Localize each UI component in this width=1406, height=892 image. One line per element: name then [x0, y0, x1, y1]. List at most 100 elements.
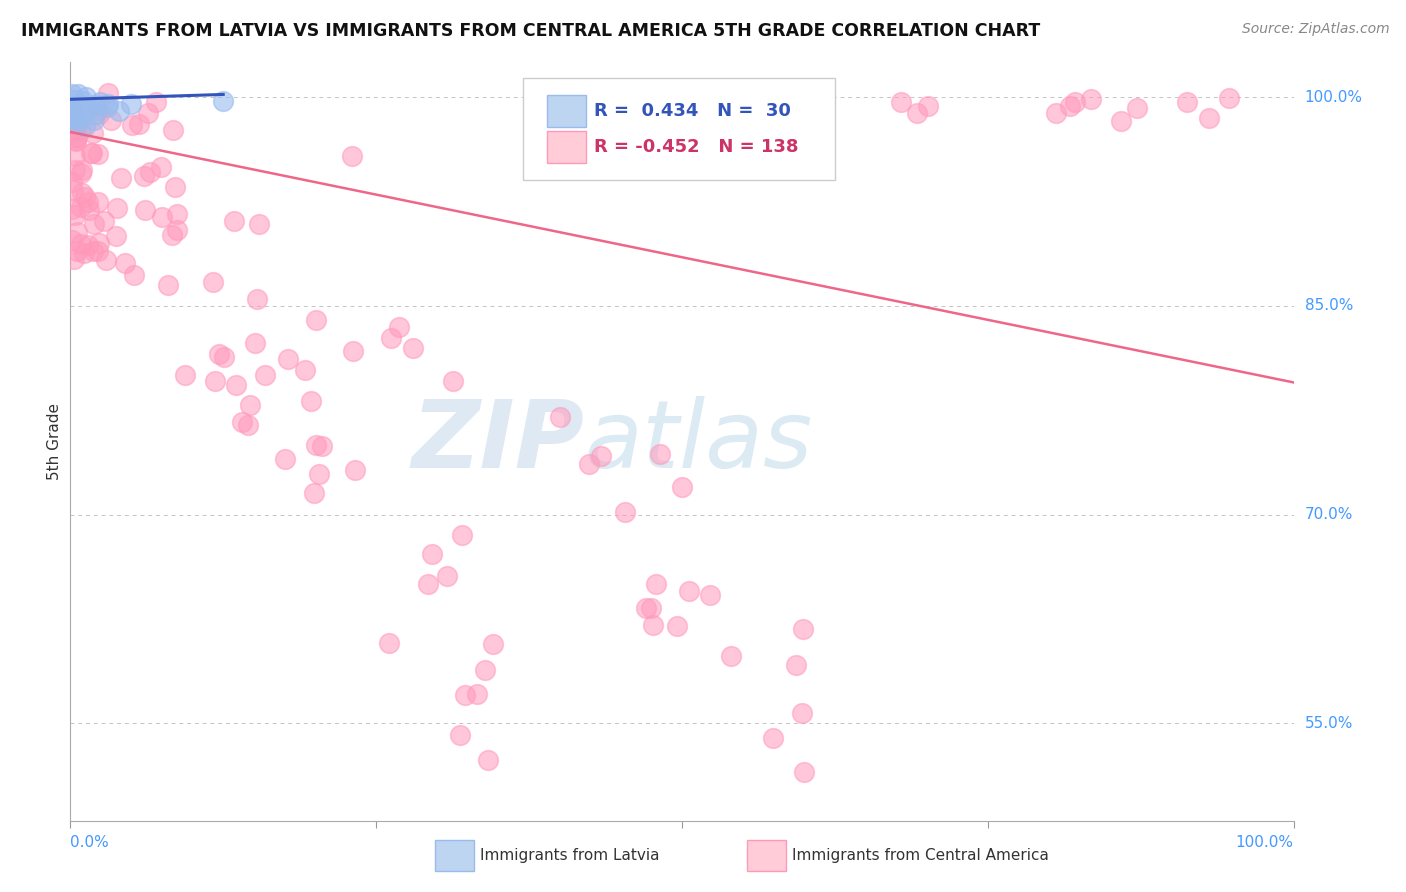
Point	[62, 101, 84, 115]
Text: IMMIGRANTS FROM LATVIA VS IMMIGRANTS FROM CENTRAL AMERICA 5TH GRADE CORRELATION : IMMIGRANTS FROM LATVIA VS IMMIGRANTS FRO…	[21, 22, 1040, 40]
Point	[253, 368, 276, 382]
Point	[60, 125, 83, 139]
Point	[231, 416, 253, 430]
Point	[139, 165, 162, 179]
Text: 100.0%: 100.0%	[1305, 90, 1362, 104]
Point	[454, 689, 477, 703]
Text: atlas: atlas	[583, 396, 813, 487]
Point	[150, 210, 173, 224]
Point	[65, 110, 87, 124]
Point	[416, 577, 439, 591]
Point	[225, 378, 247, 392]
Point	[145, 95, 167, 110]
Point	[785, 658, 807, 673]
Point	[1175, 95, 1198, 109]
Y-axis label: 5th Grade: 5th Grade	[46, 403, 62, 480]
Point	[62, 117, 84, 131]
Point	[100, 113, 122, 128]
Point	[73, 189, 96, 203]
Point	[62, 183, 84, 197]
Point	[136, 105, 159, 120]
Point	[477, 753, 499, 767]
Point	[342, 343, 364, 358]
Point	[1126, 101, 1149, 115]
Point	[482, 637, 505, 651]
Point	[166, 207, 188, 221]
Text: Immigrants from Central America: Immigrants from Central America	[792, 848, 1049, 863]
Point	[104, 229, 127, 244]
Point	[60, 104, 83, 119]
Point	[132, 169, 155, 183]
Point	[82, 244, 104, 259]
Point	[121, 97, 143, 112]
FancyBboxPatch shape	[547, 95, 586, 127]
Point	[378, 635, 401, 649]
Point	[699, 588, 721, 602]
Point	[645, 576, 668, 591]
Point	[917, 99, 939, 113]
Point	[89, 95, 111, 109]
Point	[65, 103, 87, 117]
Point	[105, 201, 128, 215]
Point	[311, 439, 333, 453]
Point	[905, 105, 928, 120]
Point	[467, 687, 489, 701]
Point	[70, 200, 93, 214]
Point	[73, 246, 96, 260]
Point	[165, 180, 187, 194]
FancyBboxPatch shape	[747, 839, 786, 871]
Point	[157, 278, 180, 293]
Text: Source: ZipAtlas.com: Source: ZipAtlas.com	[1241, 22, 1389, 37]
Text: 70.0%: 70.0%	[1305, 507, 1353, 522]
Point	[548, 410, 571, 425]
Point	[62, 106, 84, 120]
Point	[166, 222, 188, 236]
Point	[636, 601, 658, 615]
Point	[93, 214, 115, 228]
Point	[792, 623, 814, 637]
Point	[82, 146, 104, 161]
Point	[134, 202, 156, 217]
Point	[87, 147, 110, 161]
Point	[67, 87, 90, 102]
Point	[60, 102, 83, 116]
Point	[87, 244, 110, 259]
Point	[305, 438, 328, 452]
Point	[305, 312, 328, 326]
FancyBboxPatch shape	[434, 839, 474, 871]
Point	[83, 113, 105, 128]
Text: 85.0%: 85.0%	[1305, 299, 1353, 313]
Point	[474, 663, 496, 677]
Point	[294, 363, 316, 377]
Point	[340, 149, 363, 163]
Point	[665, 619, 688, 633]
Point	[212, 95, 235, 109]
Point	[65, 244, 87, 258]
Point	[450, 528, 472, 542]
Point	[441, 374, 464, 388]
Point	[63, 93, 86, 107]
Point	[1059, 98, 1081, 112]
Point	[762, 731, 785, 745]
Point	[70, 123, 93, 137]
Text: R = -0.452   N = 138: R = -0.452 N = 138	[593, 138, 799, 156]
Text: Immigrants from Latvia: Immigrants from Latvia	[479, 848, 659, 863]
Point	[108, 104, 131, 119]
Point	[578, 457, 600, 471]
Point	[246, 292, 269, 306]
Point	[65, 130, 87, 145]
Point	[60, 175, 83, 189]
Point	[66, 105, 89, 120]
Point	[640, 601, 662, 615]
Point	[641, 617, 664, 632]
Point	[388, 320, 411, 334]
Point	[65, 208, 87, 222]
Point	[239, 398, 262, 412]
Point	[77, 238, 100, 252]
Point	[204, 374, 226, 388]
Point	[77, 101, 100, 115]
Point	[160, 227, 183, 242]
Point	[1198, 112, 1220, 126]
Point	[66, 115, 89, 129]
Point	[66, 225, 89, 239]
